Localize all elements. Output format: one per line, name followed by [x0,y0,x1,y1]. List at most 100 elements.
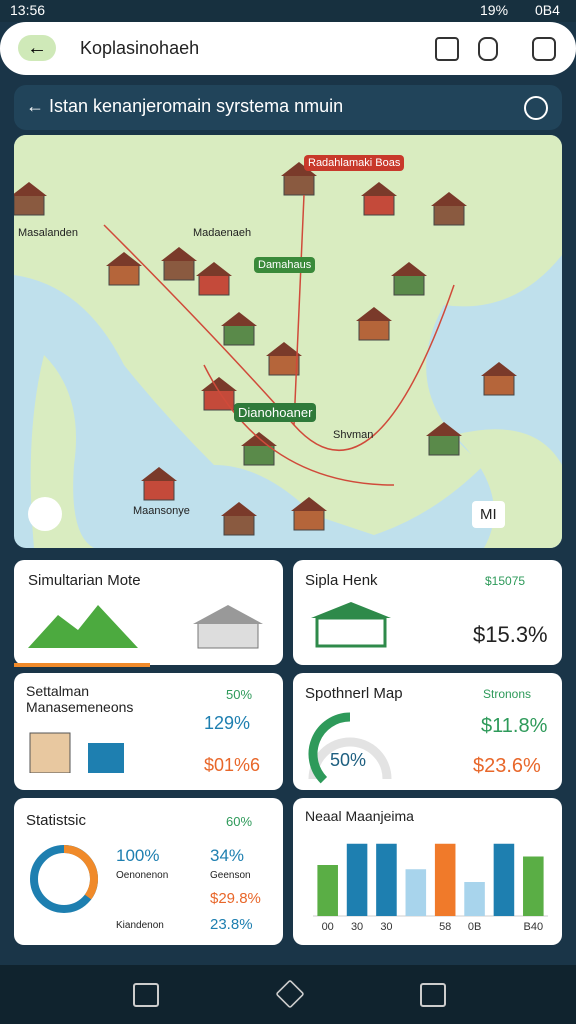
map-label: Madaenaeh [193,227,252,239]
card-illustration [29,732,124,773]
house [223,324,255,346]
roof [431,192,467,206]
nav-back[interactable] [420,983,446,1007]
card-value: $15.3% [473,622,548,647]
house [163,259,195,281]
house [143,479,175,501]
x-tick-label: 30 [351,921,363,933]
card[interactable]: Sipla Henk $15075 $15.3% [293,560,562,665]
x-tick-label: 30 [380,921,392,933]
stat-value: 23.8% [210,916,253,933]
gauge [308,712,392,784]
card-sub: Stronons [483,687,532,701]
roof [201,377,237,391]
map-label: Damahaus [254,257,316,273]
card[interactable]: Simultarian Mote [14,560,283,667]
map-label: Maansonye [133,505,190,517]
status-bar: 13:56 19% 0B4 [0,0,576,22]
house [293,509,325,531]
roof [221,312,257,326]
bar [376,843,397,916]
map-tools [519,145,553,315]
app-title: Koplasinohaeh [80,38,200,58]
roof [266,342,302,356]
card-value: $11.8% [481,715,548,737]
app-bar: ← Koplasinohaeh [0,22,576,75]
card-sub: 50% [226,687,253,702]
house [363,194,395,216]
gauge-label: 50% [330,750,367,770]
card[interactable]: Settalman Manasemeneons 50% 129% $01%6 [14,673,283,790]
roof [291,497,327,511]
house [198,274,230,296]
search-text: ← Istan kenanjeromain syrstema nmuin [26,96,344,116]
card-illustration [311,602,391,648]
bar [434,843,456,916]
bar-chart: 00 30 30 58 0B B40 [313,843,548,933]
nav-recent[interactable] [133,983,159,1007]
map-canvas [14,135,562,548]
card-value: $23.6% [473,755,541,777]
nav-home[interactable] [275,979,305,1009]
status-time: 13:56 [10,2,46,18]
house [243,444,275,466]
bar [464,882,485,916]
search-icon[interactable] [524,96,548,120]
house [223,514,255,536]
roof [356,307,392,321]
roof [391,262,427,276]
card[interactable]: Neaal Maanjeima 00 30 30 58 0B B40 [293,798,562,945]
house [108,264,140,286]
x-tick-label: 00 [322,921,334,933]
stat-value: $29.8% [210,890,261,907]
house [358,319,390,341]
card-illustration [28,605,263,649]
search-bar[interactable]: ← Istan kenanjeromain syrstema nmuin [14,85,562,130]
map-label: Shvman [333,429,374,441]
progress [14,663,150,667]
roof [196,262,232,276]
card-title: Statistsic [26,812,87,829]
card-sub: $15075 [485,574,526,588]
nav-bar [0,965,576,1024]
icon[interactable] [435,37,459,61]
card[interactable]: Statistsic 60% 100% Oenonenon Kiandenon … [14,798,283,945]
house [433,204,465,226]
status-battery: 19% [480,2,509,18]
roof [106,252,142,266]
back-button[interactable]: ← [18,35,56,61]
stat-label: Kiandenon [116,920,164,931]
roof [361,182,397,196]
card-title: Sipla Henk [305,572,378,589]
stat-label: Oenonenon [116,870,169,881]
stat-value: 34% [210,846,245,865]
roof [141,467,177,481]
card[interactable]: Spothnerl Map Stronons $11.8% $23.6% 50% [293,673,562,790]
icon[interactable] [532,37,556,61]
card-title: Spothnerl Map [305,685,403,702]
icon[interactable] [478,37,498,61]
card-title: Neaal Maanjeima [305,808,414,824]
card-title: Simultarian Mote [28,572,141,589]
gauge-arc [308,712,351,784]
roof [426,422,462,436]
card-value: $01%6 [204,755,261,775]
roof [221,502,257,516]
house [268,354,300,376]
roof [281,162,317,176]
card-value: 129% [204,713,251,733]
map: Radahlamaki Boas Masalanden Madaenaeh Da… [14,135,562,548]
bar [317,865,338,916]
card-title: Settalman Manasemeneons [26,683,134,715]
x-tick-label: 0B [468,921,481,933]
bar [346,843,368,916]
status-extra: 0B4 [535,2,560,18]
x-tick-label: B40 [524,921,544,933]
roof [161,247,197,261]
map-label: Masalanden [18,227,78,239]
map-compass[interactable] [28,497,62,531]
map-label: Dianohoaner [234,403,317,422]
house [283,174,315,196]
map-button[interactable]: MI [472,501,505,528]
